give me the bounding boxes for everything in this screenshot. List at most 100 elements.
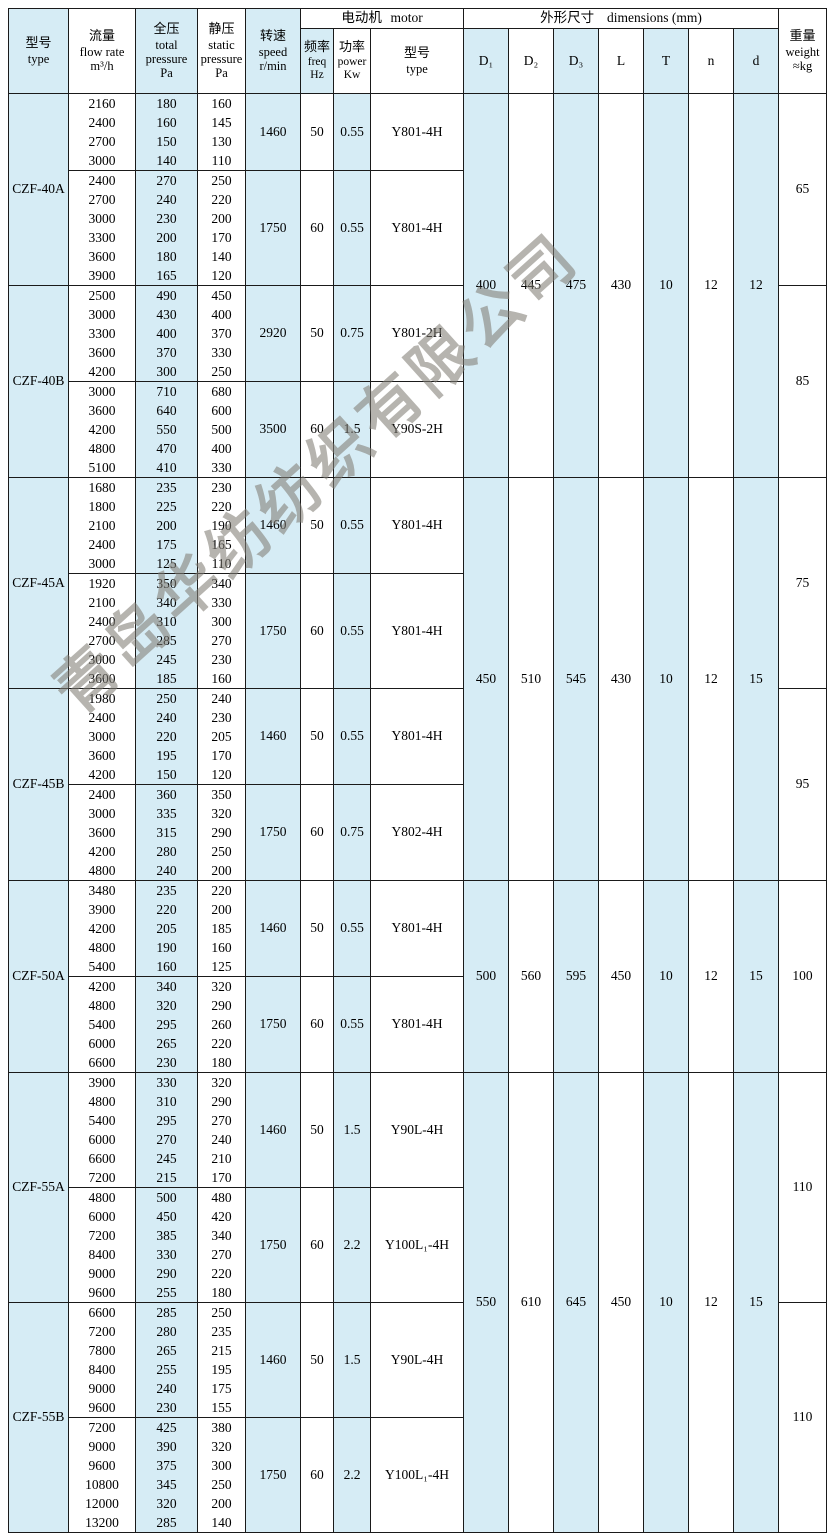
cell-total-pressure: 340 320 295 265 230 (135, 976, 198, 1073)
cell-speed: 1750 (245, 784, 301, 881)
cell-flow-rate-value: 3600 (88, 671, 116, 686)
cell-static-pressure: 320 290 260 220 180 (197, 976, 246, 1073)
cell-static-pressure: 220 200 185 160 125 (197, 880, 246, 977)
cell-power: 2.2 (333, 1187, 371, 1303)
col-header-total-en2: pressure (145, 52, 188, 66)
cell-total-pressure-value: 390 (156, 1439, 177, 1454)
cell-dimension-n: 12 (688, 880, 735, 1073)
cell-speed: 1750 (245, 170, 301, 286)
cell-total-pressure-value: 230 (156, 211, 177, 226)
cell-dimension-d2: 510 (508, 477, 555, 881)
cell-static-pressure: 160 145 130 110 (197, 93, 246, 171)
cell-total-pressure-value: 255 (156, 1362, 177, 1377)
cell-total-pressure: 500 450 385 330 290 255 (135, 1187, 198, 1303)
cell-total-pressure-value: 320 (156, 998, 177, 1013)
cell-total-pressure-value: 335 (156, 806, 177, 821)
cell-dimension-T: 10 (643, 477, 690, 881)
col-header-d1: D₁ (463, 28, 510, 94)
cell-total-pressure-value: 180 (156, 96, 177, 111)
cell-frequency: 60 (300, 573, 334, 689)
cell-total-pressure-value: 250 (156, 691, 177, 706)
cell-static-pressure-value: 220 (211, 1266, 232, 1281)
table-row: 1920 2100 2400 2700 3000 3600 350 340 310 285 245 1… (9, 573, 827, 689)
col-header-total-en1: total (155, 37, 178, 52)
cell-total-pressure-value: 140 (156, 153, 177, 168)
cell-dimension-d1: 400 (463, 93, 510, 478)
col-header-motor-type: 型号 type (369, 28, 465, 94)
col-header-freq: 频率 freq Hz (300, 28, 334, 94)
cell-static-pressure-value: 220 (211, 192, 232, 207)
cell-flow-rate-value: 5400 (88, 1017, 116, 1032)
cell-motor-type: Y100L₁-4H (369, 1417, 465, 1533)
cell-power: 1.5 (333, 1072, 371, 1188)
cell-total-pressure-value: 150 (156, 134, 177, 149)
cell-static-pressure: 320 290 270 240 210 170 (197, 1072, 246, 1188)
cell-static-pressure-value: 120 (211, 767, 232, 782)
cell-total-pressure-value: 300 (156, 364, 177, 379)
cell-static-pressure: 480 420 340 270 220 180 (197, 1187, 246, 1303)
cell-power: 0.55 (333, 170, 371, 286)
cell-total-pressure-value: 150 (156, 767, 177, 782)
cell-static-pressure-value: 165 (211, 537, 232, 552)
cell-flow-rate-value: 2400 (88, 537, 116, 552)
table-row: CZF-40A 2160 2400 2700 3000 180 160 150 140 160 14… (8, 93, 828, 478)
cell-total-pressure-value: 175 (156, 537, 177, 552)
cell-static-pressure-value: 250 (211, 1477, 232, 1492)
cell-total-pressure-value: 360 (156, 787, 177, 802)
cell-speed: 1750 (245, 1417, 301, 1533)
cell-static-pressure-value: 240 (211, 691, 232, 706)
col-header-static-en2: pressure (200, 52, 243, 66)
col-header-flow-unit: m³/h (90, 59, 114, 74)
cell-total-pressure-value: 240 (156, 1381, 177, 1396)
cell-total-pressure-value: 385 (156, 1228, 177, 1243)
col-header-weight-cn: 重量 (789, 28, 816, 44)
cell-dimension-d: 15 (733, 880, 780, 1073)
col-header-static-cn: 静压 (208, 21, 235, 37)
col-header-T: T (643, 28, 690, 94)
cell-total-pressure-value: 180 (156, 249, 177, 264)
cell-total-pressure-value: 290 (156, 1266, 177, 1281)
cell-speed: 3500 (245, 381, 301, 478)
cell-flow-rate-value: 5400 (88, 959, 116, 974)
cell-total-pressure-value: 310 (156, 1094, 177, 1109)
cell-flow-rate-value: 9000 (88, 1266, 116, 1281)
cell-frequency: 50 (300, 1302, 334, 1418)
cell-total-pressure-value: 230 (156, 1400, 177, 1415)
cell-flow-rate-value: 4200 (88, 844, 116, 859)
cell-power: 0.55 (333, 93, 371, 171)
col-header-flow-rate: 流量 flow rate m³/h (68, 8, 136, 94)
cell-static-pressure-value: 160 (211, 671, 232, 686)
cell-flow-rate: 3480 3900 4200 4800 5400 (68, 880, 136, 977)
cell-power: 0.75 (333, 784, 371, 881)
cell-model: CZF-45B (8, 688, 69, 881)
cell-total-pressure-value: 470 (156, 441, 177, 456)
cell-speed: 1460 (245, 1302, 301, 1418)
cell-flow-rate-value: 7200 (88, 1420, 116, 1435)
cell-total-pressure: 250 240 220 195 150 (135, 688, 198, 785)
cell-total-pressure-value: 320 (156, 1496, 177, 1511)
cell-flow-rate-value: 4800 (88, 1190, 116, 1205)
cell-static-pressure-value: 110 (211, 153, 232, 168)
cell-total-pressure-value: 230 (156, 1055, 177, 1070)
col-group-dimensions-en: dimensions (mm) (607, 10, 702, 26)
cell-total-pressure-value: 410 (156, 460, 177, 475)
cell-total-pressure-value: 280 (156, 1324, 177, 1339)
cell-weight: 110 (778, 1072, 828, 1303)
cell-static-pressure-value: 290 (211, 825, 232, 840)
cell-static-pressure-value: 220 (211, 1036, 232, 1051)
cell-total-pressure-value: 270 (156, 173, 177, 188)
cell-flow-rate-value: 9000 (88, 1381, 116, 1396)
cell-total-pressure-value: 205 (156, 921, 177, 936)
cell-frequency: 50 (300, 688, 334, 785)
cell-static-pressure-value: 240 (211, 1132, 232, 1147)
cell-total-pressure: 270 240 230 200 180 165 (135, 170, 198, 286)
col-header-type: 型号 type (8, 8, 69, 94)
cell-static-pressure-value: 210 (211, 1151, 232, 1166)
cell-dimension-T: 10 (643, 880, 690, 1073)
col-header-type-en: type (27, 52, 50, 66)
cell-total-pressure-value: 710 (156, 384, 177, 399)
cell-total-pressure-value: 340 (156, 595, 177, 610)
cell-static-pressure-value: 230 (211, 710, 232, 725)
cell-model: CZF-55B (8, 1302, 69, 1533)
cell-static-pressure-value: 340 (211, 1228, 232, 1243)
